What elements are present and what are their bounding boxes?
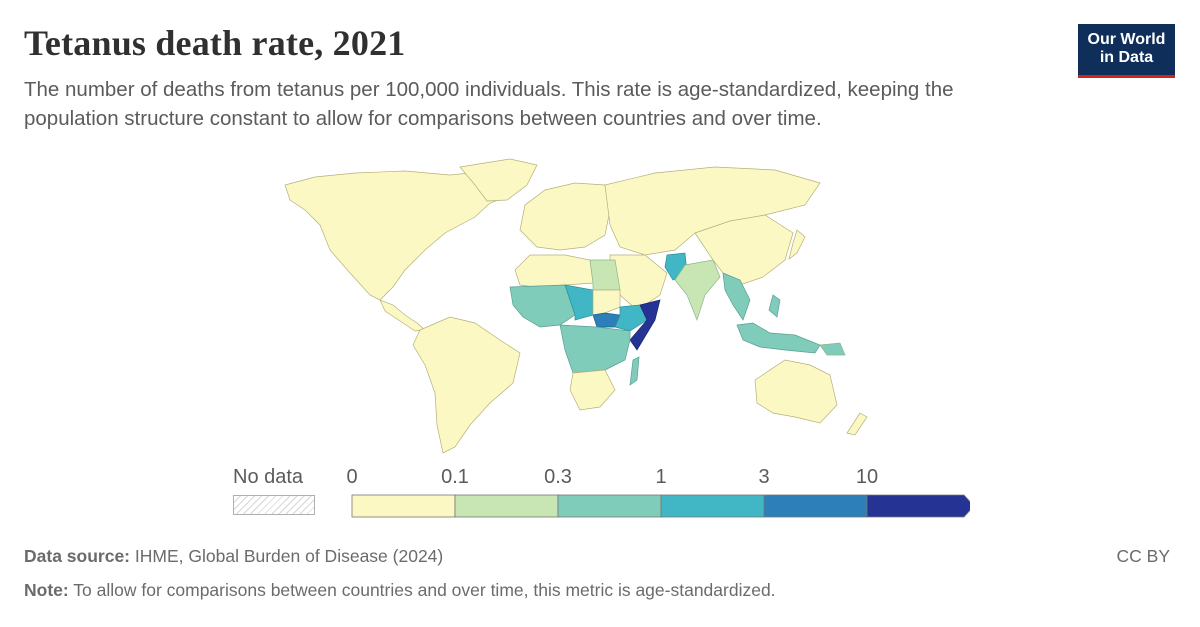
legend-bin-5	[866, 494, 970, 518]
legend-bin-1	[454, 494, 559, 518]
region-china[interactable]	[694, 214, 794, 286]
region-southern-africa[interactable]	[569, 369, 616, 411]
logo-line-1: Our World	[1087, 31, 1166, 48]
legend-tick-label: 3	[758, 466, 770, 488]
region-greenland[interactable]	[459, 158, 538, 202]
legend-bin-3	[660, 494, 765, 518]
legend-tick-label: 0.1	[441, 466, 469, 488]
legend-no-data-label: No data	[233, 466, 304, 488]
legend-bin-2	[557, 494, 662, 518]
legend-tick-label: 0	[346, 466, 358, 488]
data-source-text[interactable]: IHME, Global Burden of Disease (2024)	[134, 546, 444, 566]
region-north-america[interactable]	[284, 168, 526, 301]
note-label: Note:	[24, 580, 69, 600]
license-label[interactable]: CC BY	[1116, 546, 1170, 566]
data-source-label: Data source:	[24, 546, 131, 566]
legend-tick-label: 0.3	[544, 466, 572, 488]
legend-color-scale	[351, 494, 970, 518]
region-central-africa[interactable]	[559, 324, 631, 374]
legend-tick-label: 10	[855, 466, 879, 488]
chart-title: Tetanus death rate, 2021	[24, 23, 406, 63]
region-west-africa[interactable]	[509, 284, 576, 328]
data-source-line: Data source: IHME, Global Burden of Dise…	[24, 546, 443, 567]
region-india[interactable]	[674, 259, 721, 322]
logo-line-2: in Data	[1099, 49, 1154, 66]
note-text: To allow for comparisons between countri…	[73, 580, 776, 600]
region-north-africa[interactable]	[514, 254, 594, 288]
region-new-zealand[interactable]	[846, 412, 868, 436]
region-japan[interactable]	[788, 229, 806, 260]
region-philippines[interactable]	[768, 294, 781, 318]
legend-bin-4	[763, 494, 868, 518]
region-egypt[interactable]	[589, 259, 621, 291]
owid-logo[interactable]: Our World in Data	[1078, 24, 1175, 78]
region-papua[interactable]	[819, 342, 846, 356]
region-europe[interactable]	[519, 182, 611, 251]
region-sudan[interactable]	[592, 289, 621, 316]
region-somalia[interactable]	[629, 299, 661, 351]
region-chad[interactable]	[564, 284, 594, 321]
region-madagascar[interactable]	[629, 356, 640, 386]
region-australia[interactable]	[754, 359, 838, 424]
legend-bin-0	[351, 494, 456, 518]
world-map[interactable]	[275, 155, 875, 460]
chart-subtitle: The number of deaths from tetanus per 10…	[24, 78, 954, 130]
region-indonesia[interactable]	[736, 322, 821, 354]
legend-no-data-swatch	[233, 495, 315, 515]
note-line: Note: To allow for comparisons between c…	[24, 580, 776, 601]
region-southeast-asia[interactable]	[722, 272, 751, 321]
region-south-america[interactable]	[412, 316, 521, 454]
legend-tick-label: 1	[655, 466, 667, 488]
region-central-america[interactable]	[379, 299, 426, 332]
